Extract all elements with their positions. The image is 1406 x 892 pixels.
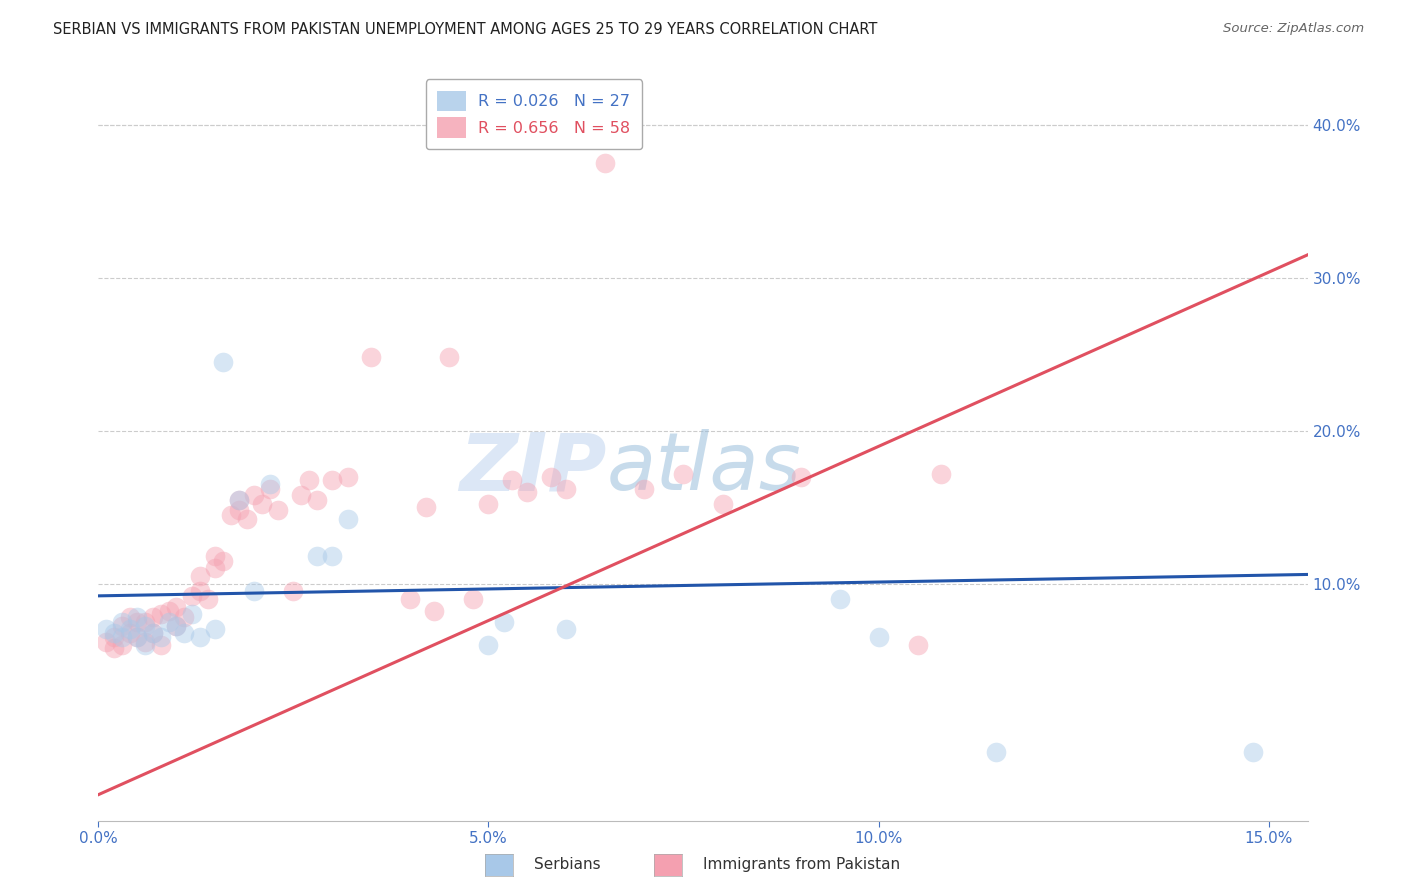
Point [197,591,219,606]
Point [127,610,149,624]
Point [118,625,141,640]
Text: Serbians: Serbians [534,857,600,872]
Point [118,623,141,637]
Point [243,584,266,599]
Text: ZIP: ZIP [458,429,606,508]
Point [516,484,538,499]
Point [305,549,328,563]
Point [111,630,134,644]
Point [477,497,499,511]
Point [984,745,1007,759]
Point [165,619,187,633]
Point [103,630,125,644]
Point [142,625,165,640]
Text: atlas: atlas [606,429,801,508]
Point [188,584,211,599]
Point [173,610,195,624]
Point [219,508,242,522]
Point [267,503,290,517]
Point [399,591,422,606]
Point [672,467,695,481]
Point [555,482,578,496]
Point [321,549,343,563]
Point [96,634,118,648]
Point [103,640,125,655]
Point [252,497,274,511]
Point [555,623,578,637]
Point [181,607,204,622]
Point [96,623,118,637]
Point [415,500,437,515]
Point [204,623,226,637]
Point [828,591,851,606]
Point [439,351,461,365]
Point [337,469,360,483]
Point [540,469,562,483]
Point [789,469,811,483]
Point [111,638,134,652]
Point [595,156,617,170]
Point [204,549,226,563]
Point [360,351,382,365]
Point [103,625,125,640]
Point [633,482,655,496]
Point [127,615,149,629]
Point [243,488,266,502]
Point [118,610,141,624]
Point [929,467,952,481]
Point [157,604,180,618]
Text: SERBIAN VS IMMIGRANTS FROM PAKISTAN UNEMPLOYMENT AMONG AGES 25 TO 29 YEARS CORRE: SERBIAN VS IMMIGRANTS FROM PAKISTAN UNEM… [53,22,877,37]
Point [228,492,250,507]
Point [501,473,523,487]
Point [868,630,890,644]
Point [283,584,305,599]
Point [127,630,149,644]
Point [111,615,134,629]
Legend: R = 0.026   N = 27, R = 0.656   N = 58: R = 0.026 N = 27, R = 0.656 N = 58 [426,79,641,149]
Point [134,619,156,633]
Point [290,488,312,502]
Point [142,610,165,624]
Text: Immigrants from Pakistan: Immigrants from Pakistan [703,857,900,872]
Point [461,591,484,606]
Point [228,492,250,507]
Point [127,630,149,644]
Point [134,615,156,629]
Point [235,512,257,526]
Point [111,619,134,633]
Point [337,512,360,526]
Point [321,473,343,487]
Point [259,482,281,496]
Point [157,615,180,629]
Text: Source: ZipAtlas.com: Source: ZipAtlas.com [1223,22,1364,36]
Point [188,630,211,644]
Point [907,638,929,652]
Point [212,355,235,369]
Point [423,604,446,618]
Point [305,492,328,507]
Point [212,554,235,568]
Point [173,625,195,640]
Point [134,638,156,652]
Point [228,503,250,517]
Point [149,638,172,652]
Point [711,497,734,511]
Point [494,615,516,629]
Point [165,599,187,614]
Point [149,607,172,622]
Point [165,619,187,633]
Point [204,561,226,575]
Point [142,625,165,640]
Point [298,473,321,487]
Point [149,630,172,644]
Point [134,634,156,648]
Point [477,638,499,652]
Point [259,477,281,491]
Point [1241,745,1264,759]
Point [181,589,204,603]
Point [188,569,211,583]
